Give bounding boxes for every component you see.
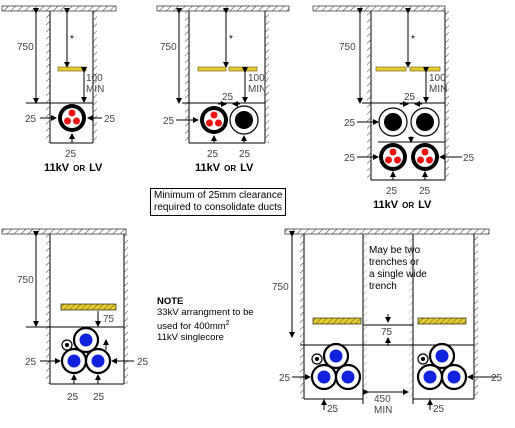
- blue-core-icon: [341, 370, 355, 384]
- red-core-icon: [210, 111, 218, 119]
- cover-label: 100: [429, 73, 446, 84]
- blue-core-icon: [423, 370, 437, 384]
- marker-tape: [60, 303, 117, 311]
- clear-bottom: 25: [419, 186, 431, 197]
- note-33kv-line2: used for 400mm2: [157, 320, 230, 333]
- clear-bottom: 25: [239, 149, 251, 160]
- marker-tape: [57, 66, 87, 72]
- caption-2: 11kV OR LV: [195, 162, 254, 174]
- clear-right: 25: [104, 114, 116, 125]
- min-label: MIN: [86, 84, 104, 95]
- blue-core-icon: [317, 370, 331, 384]
- clearance-note-line1: Minimum of 25mm clearance: [154, 190, 283, 201]
- red-core-icon: [385, 156, 392, 164]
- red-core-icon: [394, 156, 401, 164]
- min-label: MIN: [248, 84, 266, 95]
- red-core-icon: [417, 156, 424, 164]
- separation-min: MIN: [374, 405, 392, 416]
- clear-bottom: 25: [93, 392, 105, 403]
- blue-core-icon: [67, 354, 81, 368]
- clear-bottom: 25: [327, 404, 339, 415]
- note-33kv-line1: 33kV arrangment to be: [157, 307, 254, 318]
- blue-core-icon: [79, 333, 93, 347]
- ground-surface: [284, 228, 490, 235]
- diagram-two-ducts: 750 * 100 MIN 25 25 25 25: [156, 5, 290, 160]
- marker-tape: [228, 66, 258, 72]
- note-33kv-line3: 11kV singlecore: [157, 332, 224, 344]
- marker-tape: [375, 66, 407, 72]
- clear-right: 25: [137, 357, 149, 368]
- clear-left: 25: [25, 114, 37, 125]
- clear-bottom: 25: [65, 149, 77, 160]
- trench-note-line2: trenches or: [369, 257, 420, 268]
- red-core-icon: [64, 117, 71, 125]
- clear-left: 25: [25, 357, 37, 368]
- red-core-icon: [206, 119, 213, 127]
- diagram-33kv-wide: 750 75 25 25 450 MIN 25: [272, 228, 503, 416]
- note-33kv: NOTE 33kV arrangment to be used for 400m…: [157, 296, 254, 343]
- clear-between: 25: [404, 92, 416, 103]
- min-label: MIN: [429, 84, 447, 95]
- cover-label: 100: [86, 73, 103, 84]
- trench-note: May be two trenches or a single wide tre…: [369, 245, 427, 293]
- clear-right: 25: [463, 153, 475, 164]
- clear-bottom: 25: [207, 149, 219, 160]
- blue-core-icon: [435, 349, 449, 363]
- note-33kv-title: NOTE: [157, 296, 184, 307]
- red-core-icon: [73, 117, 80, 125]
- marker-tape: [409, 66, 441, 72]
- red-core-icon: [421, 148, 429, 156]
- cover-label: 75: [103, 314, 115, 325]
- depth-label: 750: [17, 275, 34, 286]
- caption-1: 11kV OR LV: [44, 162, 103, 174]
- clear-right: 25: [491, 373, 503, 384]
- depth-label: 750: [339, 42, 356, 53]
- marker-tape: [312, 317, 362, 325]
- trench-note-line1: May be two: [369, 245, 421, 256]
- clear-left: 25: [163, 116, 175, 127]
- ground-surface: [312, 5, 446, 12]
- clear-between: 25: [222, 92, 234, 103]
- ground-surface: [1, 5, 117, 12]
- marker-tape: [197, 66, 227, 72]
- depth-label: 750: [272, 282, 289, 293]
- depth-label: 750: [17, 42, 34, 53]
- clear-left: 25: [344, 118, 356, 129]
- blue-core-icon: [329, 349, 343, 363]
- clear-bottom: 25: [433, 404, 445, 415]
- ground-surface: [1, 228, 127, 235]
- star-label: *: [229, 34, 233, 45]
- clearance-note: Minimum of 25mm clearance required to co…: [150, 188, 287, 216]
- clearance-note-line2: required to consolidate ducts: [154, 202, 282, 213]
- trench-note-line3: a single wide: [369, 269, 427, 280]
- blue-core-icon: [91, 354, 105, 368]
- clear-bottom: 25: [386, 186, 398, 197]
- diagram-four-ducts: 750 * 100 MIN 25 25 25 25: [312, 5, 475, 211]
- cover-label: 75: [381, 327, 393, 338]
- caption-3: 11kV OR LV: [373, 199, 432, 211]
- clear-left: 25: [344, 153, 356, 164]
- separation-label: 450: [374, 394, 391, 405]
- marker-tape: [417, 317, 467, 325]
- ground-surface: [156, 5, 290, 12]
- clear-left: 25: [279, 373, 291, 384]
- cover-label: 100: [248, 73, 265, 84]
- star-label: *: [411, 34, 415, 45]
- depth-label: 750: [160, 42, 177, 53]
- red-core-icon: [426, 156, 433, 164]
- blue-core-icon: [447, 370, 461, 384]
- diagram-33kv-single: 750 75 25 25 25 25: [1, 228, 149, 403]
- diagram-single-duct: 750 * 100 MIN 25 25 25 11kV OR LV: [1, 5, 117, 174]
- red-core-icon: [215, 119, 222, 127]
- star-label: *: [70, 34, 74, 45]
- red-core-icon: [68, 109, 76, 117]
- clear-bottom: 25: [67, 392, 79, 403]
- trench-note-line4: trench: [369, 281, 397, 292]
- red-core-icon: [389, 148, 397, 156]
